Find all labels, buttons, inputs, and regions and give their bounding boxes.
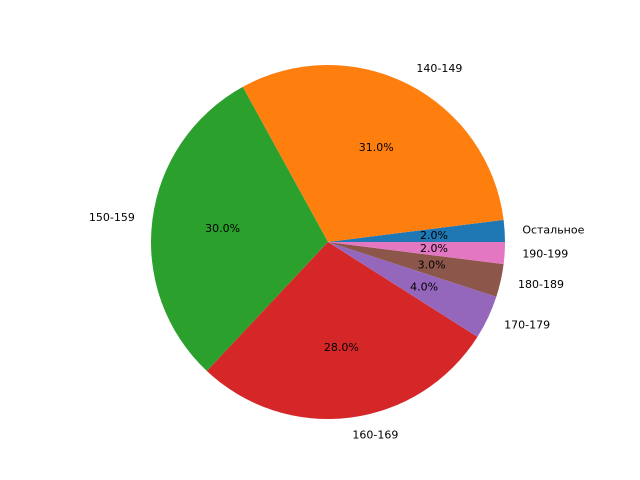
pie-slice-slice-0 bbox=[328, 219, 505, 242]
pie-pct-label: 31.0% bbox=[359, 141, 394, 154]
pie-category-label: 170-179 bbox=[504, 318, 550, 331]
pie-pct-label: 2.0% bbox=[420, 229, 448, 242]
pie-pct-label: 2.0% bbox=[420, 242, 448, 255]
pie-slice-140-149 bbox=[242, 65, 504, 242]
pie-category-label: 150-159 bbox=[89, 211, 135, 224]
pie-pct-label: 4.0% bbox=[410, 281, 438, 294]
pie-slices bbox=[151, 65, 505, 419]
pie-slice-150-159 bbox=[151, 86, 328, 372]
pie-category-label: 160-169 bbox=[352, 429, 398, 442]
pie-slice-180-189 bbox=[328, 242, 504, 297]
pie-pct-label: 30.0% bbox=[205, 222, 240, 235]
pie-slice-160-169 bbox=[206, 242, 478, 419]
pie-slice-190-199 bbox=[328, 242, 505, 265]
pie-pct-label: 28.0% bbox=[324, 341, 359, 354]
pie-pct-label: 3.0% bbox=[418, 259, 446, 272]
pie-category-label: 180-189 bbox=[518, 278, 564, 291]
pie-category-label: 140-149 bbox=[416, 62, 462, 75]
pie-labels: 2.0% Остальное 31.0% 140-149 30.0% 150-159 28.… bbox=[89, 62, 585, 442]
pie-slice-170-179 bbox=[328, 242, 497, 337]
pie-category-label: Остальное bbox=[522, 223, 584, 236]
pie-category-label: 190-199 bbox=[522, 248, 568, 261]
